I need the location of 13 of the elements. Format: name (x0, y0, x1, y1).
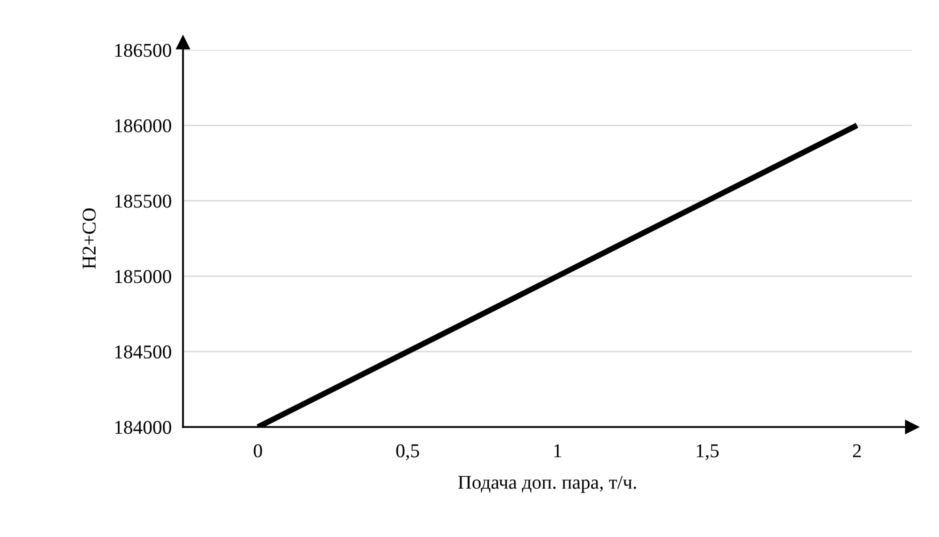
x-tick-label: 1 (554, 444, 562, 458)
y-tick-label: 186000 (115, 119, 172, 132)
x-tick-label: 2 (853, 444, 861, 458)
y-tick-label: 185000 (115, 270, 172, 284)
x-axis-title: Подача доп. пара, т/ч. (458, 476, 636, 493)
y-tick-label: 184000 (115, 420, 172, 434)
y-tick-label: 186500 (115, 44, 172, 57)
x-tick-label: 0 (254, 444, 262, 458)
y-tick-label: 185500 (115, 194, 172, 208)
y-axis-title: H2+CO (82, 208, 96, 269)
x-tick-label: 1,5 (696, 444, 719, 460)
x-tick-label: 0,5 (396, 444, 420, 460)
y-tick-label: 184500 (115, 345, 172, 359)
